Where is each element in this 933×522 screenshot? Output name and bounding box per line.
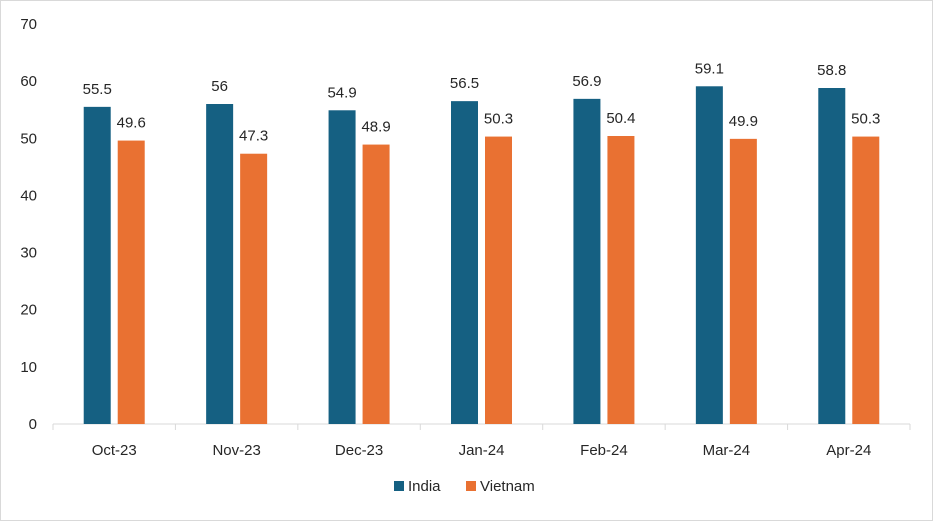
bars — [83, 86, 880, 425]
x-tick-label: Dec-23 — [335, 442, 383, 459]
bar-india-nov-23 — [206, 104, 234, 424]
bar-vietnam-oct-23 — [117, 140, 145, 425]
y-tick-label: 30 — [20, 245, 37, 262]
data-label: 49.9 — [729, 113, 758, 130]
y-tick-label: 70 — [20, 16, 37, 33]
data-label: 56.9 — [572, 73, 601, 90]
data-label: 56.5 — [450, 75, 479, 92]
data-label: 48.9 — [361, 119, 390, 136]
bar-india-oct-23 — [83, 106, 111, 424]
y-axis: 0 10 20 30 40 50 60 70 — [20, 16, 37, 433]
bar-vietnam-dec-23 — [362, 144, 390, 425]
bar-india-mar-24 — [695, 86, 723, 425]
y-tick-label: 60 — [20, 73, 37, 90]
bar-vietnam-mar-24 — [729, 138, 757, 424]
legend-label-vietnam: Vietnam — [480, 478, 535, 495]
bar-vietnam-apr-24 — [852, 136, 880, 425]
data-label: 50.3 — [851, 111, 880, 128]
data-label: 49.6 — [117, 115, 146, 132]
y-tick-label: 20 — [20, 302, 37, 319]
legend-swatch-vietnam — [466, 481, 476, 491]
bar-vietnam-jan-24 — [485, 136, 512, 425]
data-labels: 55.5 49.6 56 47.3 54.9 48.9 56.5 50.3 56.9 50.4 59… — [83, 60, 881, 144]
x-tick-label: Mar-24 — [703, 442, 751, 459]
legend-label-india: India — [408, 478, 441, 495]
y-tick-label: 0 — [29, 416, 37, 433]
data-label: 56 — [211, 78, 228, 95]
x-tick-label: Oct-23 — [92, 442, 137, 459]
x-tick-label: Feb-24 — [580, 442, 628, 459]
bar-india-feb-24 — [573, 98, 601, 424]
bar-vietnam-feb-24 — [607, 136, 635, 424]
y-tick-label: 10 — [20, 359, 37, 376]
data-label: 59.1 — [695, 60, 724, 77]
x-tick-label: Nov-23 — [212, 442, 260, 459]
legend: India Vietnam — [394, 478, 535, 495]
data-label: 47.3 — [239, 128, 268, 145]
x-axis: Oct-23 Nov-23 Dec-23 Jan-24 Feb-24 Mar-24 Apr-… — [52, 423, 911, 459]
legend-swatch-india — [394, 481, 404, 491]
data-label: 50.4 — [606, 110, 635, 127]
x-tick-label: Apr-24 — [826, 442, 871, 459]
bar-vietnam-nov-23 — [240, 153, 268, 424]
y-tick-label: 40 — [20, 187, 37, 204]
bar-india-dec-23 — [328, 110, 356, 425]
data-label: 55.5 — [83, 81, 112, 98]
data-label: 50.3 — [484, 111, 513, 128]
data-label: 54.9 — [327, 84, 356, 101]
y-tick-label: 50 — [20, 130, 37, 147]
bar-india-jan-24 — [451, 101, 478, 425]
x-tick-label: Jan-24 — [459, 442, 505, 459]
data-label: 58.8 — [817, 62, 846, 79]
bar-india-apr-24 — [818, 88, 846, 424]
